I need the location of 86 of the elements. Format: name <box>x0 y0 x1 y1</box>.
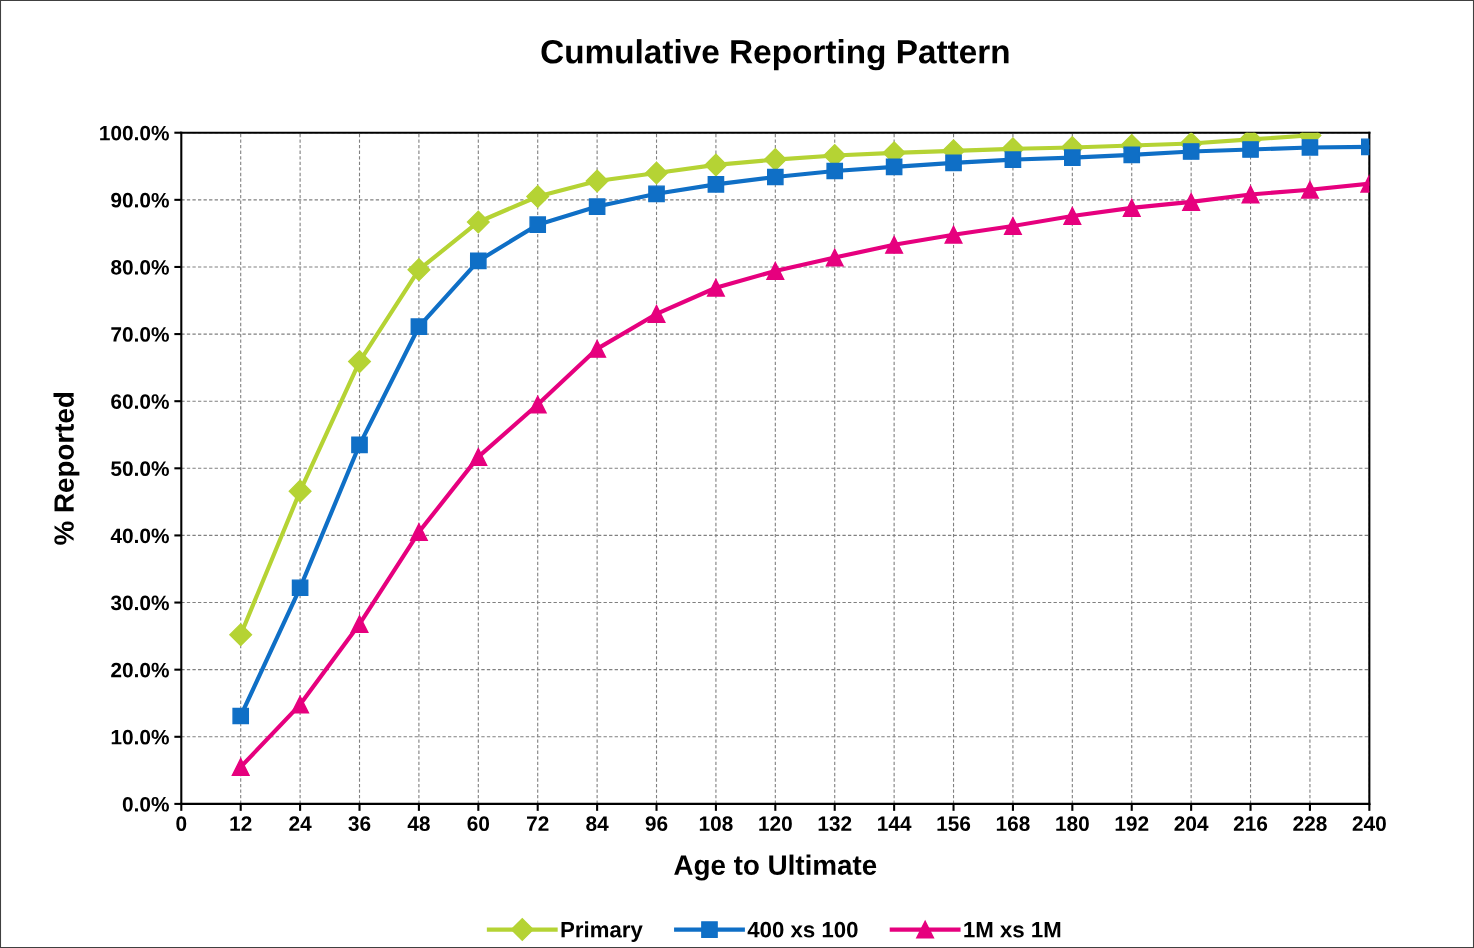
point <box>1300 180 1319 199</box>
point <box>1242 141 1259 158</box>
point <box>766 261 785 281</box>
y-tick-label: 40.0% <box>110 528 169 544</box>
point <box>348 350 372 374</box>
point <box>351 436 368 454</box>
point <box>1182 192 1201 211</box>
y-tick-label: 100.0% <box>100 125 169 141</box>
point <box>1241 185 1260 204</box>
x-tick-label: 84 <box>586 816 609 832</box>
y-tick-label: 30.0% <box>110 595 169 611</box>
point <box>585 169 609 193</box>
point <box>885 235 904 254</box>
x-tick-label: 192 <box>1115 816 1149 832</box>
x-tick-label: 180 <box>1056 816 1089 832</box>
point <box>288 479 312 503</box>
point <box>231 757 250 777</box>
x-tick-label: 108 <box>699 816 733 832</box>
x-tick-label: 36 <box>348 816 371 832</box>
y-tick-label: 20.0% <box>111 662 169 678</box>
x-tick-label: 240 <box>1352 816 1386 832</box>
y-axis-title: % Reported <box>53 392 80 545</box>
y-tick-label: 0.0% <box>122 796 169 812</box>
x-tick-label: 204 <box>1174 816 1209 832</box>
legend-label: Primary <box>561 921 643 942</box>
x-axis-title: Age to Ultimate <box>674 854 877 881</box>
point <box>529 216 547 234</box>
x-tick-label: 216 <box>1233 816 1268 832</box>
y-tick-label: 70.0% <box>111 327 169 342</box>
legend-label: 400 xs 100 <box>747 921 858 938</box>
point <box>704 153 728 177</box>
point <box>291 695 310 714</box>
point <box>647 304 666 323</box>
point <box>1123 146 1141 164</box>
point <box>707 176 725 193</box>
point <box>229 623 253 647</box>
point <box>706 278 725 297</box>
point <box>885 158 903 176</box>
point <box>1004 151 1022 168</box>
point <box>528 395 547 414</box>
point <box>825 248 844 267</box>
point <box>350 614 369 634</box>
point <box>291 579 309 597</box>
point <box>944 225 963 244</box>
point <box>469 252 487 270</box>
point <box>526 184 550 208</box>
y-tick-label: 60.0% <box>111 394 169 409</box>
y-tick-label: 80.0% <box>111 259 169 275</box>
point <box>766 168 784 186</box>
x-tick-label: 168 <box>996 816 1030 832</box>
point <box>1003 216 1022 236</box>
point <box>945 154 962 172</box>
x-tick-label: 96 <box>645 816 668 832</box>
point <box>466 210 490 234</box>
x-tick-label: 24 <box>289 816 312 831</box>
point <box>1122 198 1141 217</box>
point <box>1064 149 1081 166</box>
point <box>645 161 669 185</box>
legend-label: 1M xs 1M <box>964 922 1061 938</box>
x-tick-label: 144 <box>878 816 912 831</box>
point <box>1301 139 1319 156</box>
chart-title: Cumulative Reporting Pattern <box>541 39 1009 71</box>
x-tick-label: 156 <box>937 816 971 832</box>
x-tick-label: 120 <box>759 816 792 832</box>
y-tick-label: 10.0% <box>111 729 169 745</box>
x-tick-label: 228 <box>1293 816 1327 832</box>
point <box>648 185 665 203</box>
x-tick-label: 72 <box>527 816 549 831</box>
x-tick-label: 132 <box>818 816 852 832</box>
point <box>826 162 844 180</box>
point <box>588 198 606 215</box>
point <box>1182 143 1200 160</box>
x-tick-label: 48 <box>407 816 430 832</box>
y-tick-label: 50.0% <box>111 461 169 477</box>
point <box>588 339 607 358</box>
x-tick-label: 60 <box>467 816 490 832</box>
y-tick-label: 90.0% <box>111 192 169 208</box>
point <box>409 523 428 542</box>
point <box>232 707 250 725</box>
point <box>763 148 787 172</box>
x-tick-label: 0 <box>176 816 187 832</box>
point <box>410 318 428 336</box>
point <box>469 447 488 466</box>
x-tick-label: 12 <box>230 816 252 831</box>
point <box>1063 206 1082 225</box>
point <box>407 258 431 282</box>
